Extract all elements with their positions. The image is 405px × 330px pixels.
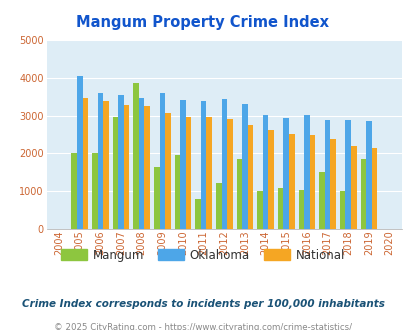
Bar bbox=[139, 98, 144, 229]
Bar bbox=[71, 153, 77, 229]
Bar bbox=[257, 191, 262, 229]
Bar bbox=[277, 188, 283, 229]
Legend: Mangum, Oklahoma, National: Mangum, Oklahoma, National bbox=[56, 244, 349, 266]
Bar bbox=[200, 101, 206, 229]
Bar bbox=[124, 105, 129, 229]
Bar bbox=[236, 159, 242, 229]
Bar bbox=[82, 98, 88, 229]
Text: © 2025 CityRating.com - https://www.cityrating.com/crime-statistics/: © 2025 CityRating.com - https://www.city… bbox=[54, 323, 351, 330]
Bar bbox=[262, 115, 268, 229]
Bar bbox=[350, 146, 356, 229]
Bar bbox=[165, 113, 170, 229]
Bar bbox=[360, 159, 365, 229]
Bar bbox=[268, 130, 273, 229]
Bar bbox=[77, 76, 82, 229]
Bar bbox=[103, 101, 109, 229]
Bar bbox=[133, 83, 139, 229]
Bar bbox=[345, 120, 350, 229]
Bar bbox=[371, 148, 376, 229]
Bar bbox=[339, 191, 345, 229]
Bar bbox=[242, 104, 247, 229]
Bar bbox=[303, 115, 309, 229]
Bar bbox=[144, 106, 150, 229]
Bar bbox=[118, 95, 124, 229]
Bar bbox=[324, 120, 330, 229]
Bar bbox=[180, 100, 185, 229]
Bar bbox=[215, 183, 221, 229]
Bar bbox=[283, 118, 288, 229]
Bar bbox=[174, 155, 180, 229]
Bar bbox=[113, 117, 118, 229]
Bar bbox=[247, 125, 253, 229]
Text: Crime Index corresponds to incidents per 100,000 inhabitants: Crime Index corresponds to incidents per… bbox=[21, 299, 384, 309]
Bar bbox=[365, 121, 371, 229]
Bar bbox=[221, 99, 226, 229]
Bar bbox=[159, 93, 165, 229]
Bar bbox=[318, 172, 324, 229]
Bar bbox=[226, 119, 232, 229]
Bar bbox=[309, 135, 315, 229]
Bar bbox=[92, 153, 97, 229]
Bar bbox=[298, 189, 303, 229]
Bar bbox=[185, 116, 191, 229]
Bar bbox=[153, 167, 159, 229]
Text: Mangum Property Crime Index: Mangum Property Crime Index bbox=[76, 15, 329, 30]
Bar bbox=[206, 117, 211, 229]
Bar bbox=[97, 93, 103, 229]
Bar bbox=[330, 139, 335, 229]
Bar bbox=[195, 199, 200, 229]
Bar bbox=[288, 134, 294, 229]
